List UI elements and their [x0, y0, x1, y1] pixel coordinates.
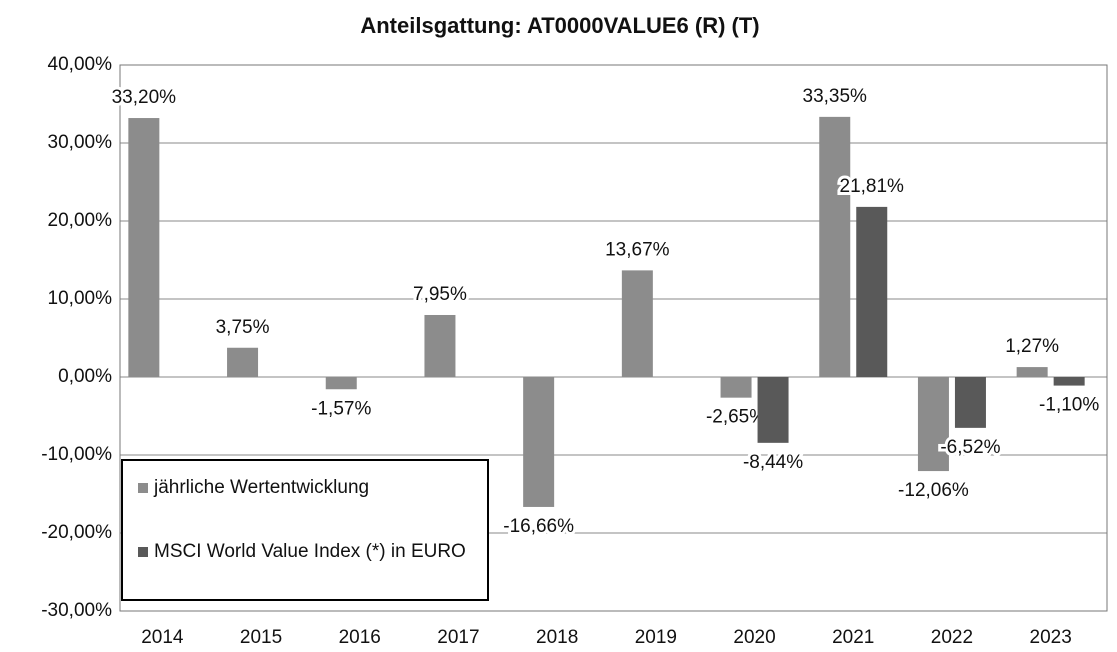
bar: [720, 377, 752, 398]
x-tick-label: 2022: [931, 627, 973, 648]
bar: [757, 377, 789, 443]
y-tick-label: 40,00%: [48, 54, 113, 75]
data-label: 3,75%: [216, 317, 270, 338]
y-tick-label: 30,00%: [48, 132, 113, 153]
legend-label: jährliche Wertentwicklung: [153, 477, 369, 498]
bar: [856, 206, 888, 377]
x-tick-label: 2015: [240, 627, 282, 648]
data-label: -16,66%: [503, 516, 574, 537]
bar: [325, 377, 357, 390]
y-tick-label: -10,00%: [41, 444, 112, 465]
y-tick-label: -30,00%: [41, 600, 112, 621]
bar: [819, 116, 851, 378]
x-tick-label: 2017: [437, 627, 479, 648]
bar: [424, 314, 456, 377]
data-label: -6,52%: [940, 437, 1000, 458]
bar: [128, 118, 160, 377]
x-tick-label: 2014: [141, 627, 184, 648]
legend-swatch: [138, 547, 148, 557]
x-tick-label: 2023: [1030, 627, 1072, 648]
data-label: 7,95%: [413, 284, 467, 305]
data-label: -1,10%: [1039, 395, 1099, 416]
x-tick-label: 2018: [536, 627, 578, 648]
y-tick-label: 0,00%: [58, 366, 112, 387]
legend-box: [121, 459, 489, 601]
legend: jährliche Wertentwicklung MSCI World Valu…: [121, 459, 489, 601]
y-tick-label: 20,00%: [48, 210, 113, 231]
bar: [917, 377, 949, 472]
bar: [621, 270, 653, 377]
data-label: 13,67%: [605, 239, 670, 260]
legend-label: MSCI World Value Index (*) in EURO: [154, 541, 466, 562]
bar: [954, 377, 986, 428]
legend-swatch: [138, 483, 148, 493]
data-label: -1,57%: [311, 398, 371, 419]
bar: [523, 377, 555, 507]
x-tick-label: 2016: [339, 627, 381, 648]
plot-border: [119, 64, 1108, 612]
bar: [227, 347, 259, 377]
data-label: -2,65%: [706, 407, 766, 428]
data-label: 21,81%: [840, 176, 905, 197]
y-tick-label: -20,00%: [41, 522, 112, 543]
x-tick-label: 2021: [832, 627, 874, 648]
x-tick-label: 2020: [733, 627, 775, 648]
bar: [1053, 377, 1085, 386]
y-tick-label: 10,00%: [48, 288, 113, 309]
data-label: 1,27%: [1005, 336, 1059, 357]
data-label: -12,06%: [898, 480, 969, 501]
data-label: 33,35%: [803, 86, 868, 107]
data-label: 33,20%: [112, 87, 177, 108]
bar: [1016, 367, 1048, 377]
chart-title: Anteilsgattung: AT0000VALUE6 (R) (T): [360, 13, 759, 38]
x-tick-label: 2019: [635, 627, 677, 648]
data-label: -8,44%: [743, 452, 803, 473]
